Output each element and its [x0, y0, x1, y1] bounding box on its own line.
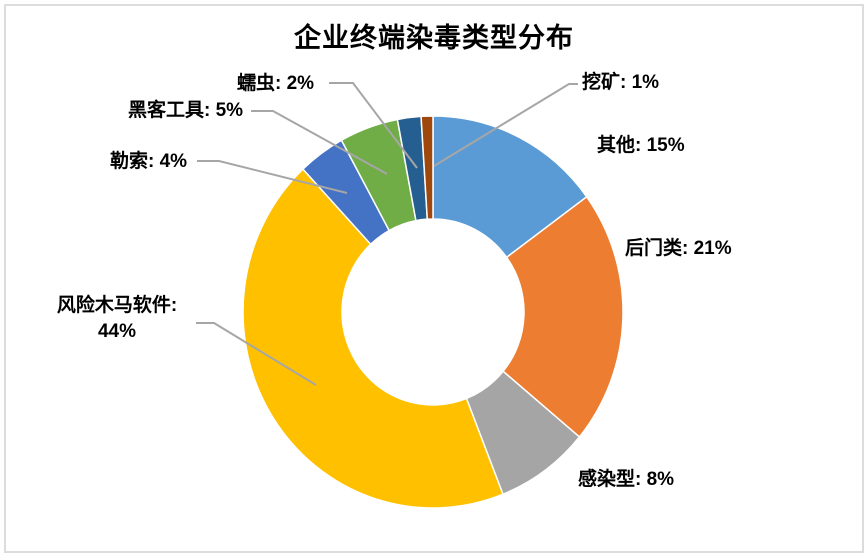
pie-slice-4 — [242, 168, 504, 509]
pie-slice-1 — [432, 115, 588, 259]
slice-label-1: 其他: 15% — [597, 135, 685, 156]
slice-label-3: 感染型: 8% — [578, 469, 675, 490]
leader-line-8 — [433, 83, 578, 167]
slice-label-2: 后门类: 21% — [625, 238, 732, 259]
slice-label-8: 挖矿: 1% — [582, 72, 660, 93]
chart-title: 企业终端染毒类型分布 — [294, 23, 574, 53]
slice-label-7: 蠕虫: 2% — [237, 73, 315, 94]
leader-line-7 — [329, 82, 418, 169]
leader-line-6 — [251, 110, 388, 175]
slice-label-5: 勒索: 4% — [110, 151, 188, 172]
leader-line-5 — [197, 160, 348, 194]
slice-label-6: 黑客工具: 5% — [128, 100, 244, 121]
slice-label-4: 风险木马软件: 44% — [56, 295, 178, 342]
leader-line-4 — [196, 322, 317, 386]
pie-slice-8 — [420, 115, 434, 220]
pie-slice-2 — [502, 196, 624, 438]
